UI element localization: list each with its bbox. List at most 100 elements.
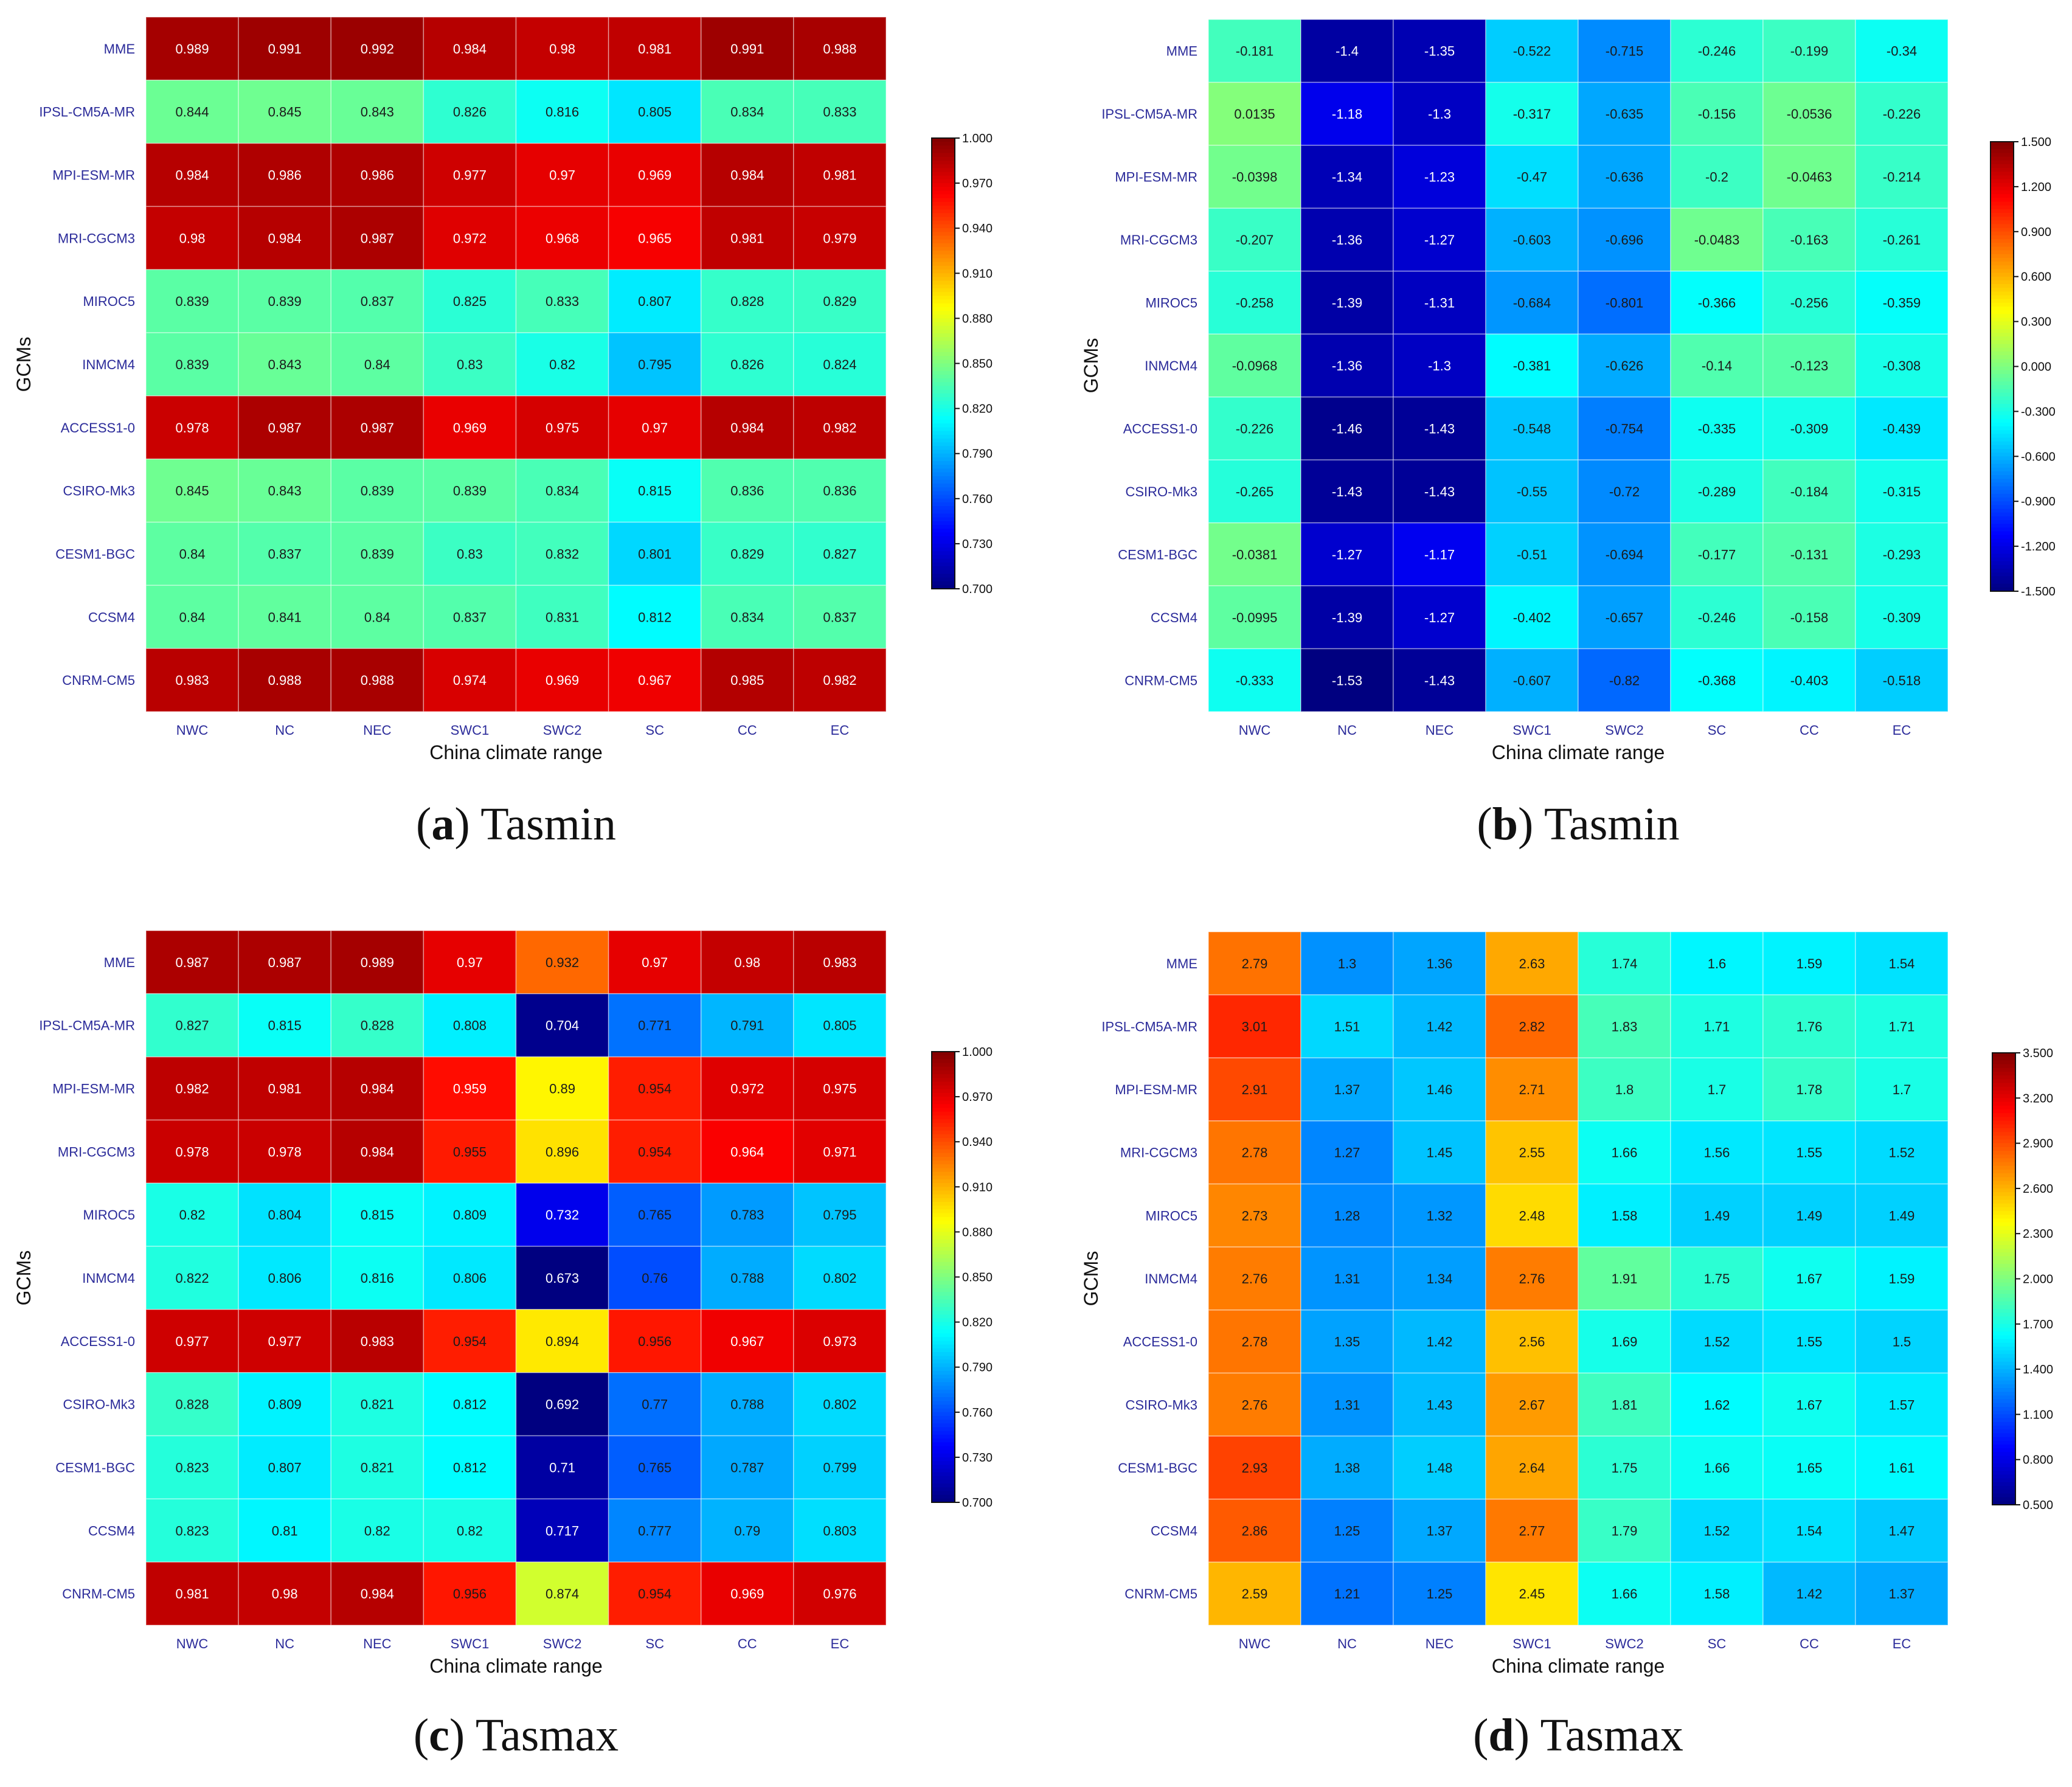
cell-value-label: 1.58	[1612, 1208, 1638, 1223]
heatmap-cell	[1208, 585, 1301, 650]
colorbar-segment	[932, 1476, 955, 1480]
colorbar-segment	[1991, 175, 2014, 180]
cell-value-label: 1.31	[1334, 1397, 1360, 1412]
colorbar-segment	[1992, 1380, 2015, 1385]
heatmap-cell	[1393, 459, 1486, 524]
cell-value-label: -0.0536	[1787, 106, 1832, 122]
caption-open-paren: (	[414, 1710, 429, 1761]
gcm-tick-label: MME	[1166, 956, 1197, 971]
cell-value-label: 0.972	[730, 1081, 764, 1097]
gcm-tick-label: CSIRO-Mk3	[63, 484, 135, 499]
colorbar-segment	[1992, 1181, 2015, 1185]
gcm-tick-label: MRI-CGCM3	[58, 231, 135, 246]
cell-value-label: 1.47	[1889, 1524, 1915, 1539]
cell-value-label: 1.6	[1708, 956, 1727, 971]
colorbar-segment	[1992, 1305, 2015, 1310]
cell-value-label: 0.82	[457, 1523, 483, 1538]
heatmap-cell	[1578, 459, 1671, 524]
heatmap-cell	[1578, 333, 1671, 398]
cell-value-label: 0.839	[176, 294, 209, 309]
cell-value-label: 0.815	[361, 1207, 394, 1223]
cell-value-label: -0.636	[1606, 170, 1643, 185]
colorbar-segment	[1991, 168, 2014, 173]
colorbar-segment	[1991, 156, 2014, 161]
heatmap-cell	[1855, 333, 1949, 398]
gcm-tick-label: INMCM4	[1145, 1271, 1197, 1286]
colorbar-segment	[1991, 355, 2014, 359]
cell-value-label: 0.783	[730, 1207, 764, 1223]
cell-value-label: 0.978	[176, 420, 209, 435]
heatmap-cell	[1300, 396, 1394, 460]
gcm-tick-label: IPSL-CM5A-MR	[39, 1018, 135, 1033]
colorbar-segment	[932, 401, 955, 406]
cell-value-label: 0.844	[176, 105, 209, 120]
heatmap-cell	[1670, 1561, 1764, 1626]
colorbar-segment	[1992, 1309, 2015, 1314]
heatmap-cell	[701, 206, 794, 271]
heatmap-cell	[330, 993, 424, 1058]
cell-value-label: 0.978	[176, 1144, 209, 1159]
colorbar-segment	[932, 536, 955, 541]
heatmap-cell	[701, 395, 794, 460]
cell-value-label: 1.36	[1427, 956, 1453, 971]
colorbar-segment	[1991, 205, 2014, 210]
colorbar-tick-label: 0.700	[962, 1496, 993, 1510]
cell-value-label: 0.771	[638, 1018, 671, 1033]
colorbar-segment	[1992, 1117, 2015, 1122]
heatmap-cell	[1300, 1372, 1394, 1437]
colorbar-segment	[1992, 1154, 2015, 1159]
heatmap-cell	[793, 521, 887, 586]
colorbar-segment	[932, 1318, 955, 1323]
colorbar-segment	[1991, 269, 2014, 274]
cell-value-label: 2.48	[1519, 1208, 1545, 1223]
colorbar-segment	[1992, 1203, 2015, 1208]
colorbar-segment	[1991, 408, 2014, 412]
cell-value-label: 0.984	[176, 168, 209, 183]
colorbar-segment	[1992, 1147, 2015, 1151]
colorbar-segment	[1991, 182, 2014, 187]
colorbar-segment	[932, 142, 955, 147]
heatmap-cell	[515, 1182, 609, 1247]
heatmap-cell	[145, 16, 239, 81]
heatmap-cell	[515, 521, 609, 586]
colorbar-segment	[932, 1175, 955, 1180]
cell-value-label: -0.402	[1513, 610, 1551, 625]
heatmap-cell	[330, 142, 424, 207]
colorbar-segment	[1991, 340, 2014, 345]
colorbar-segment	[932, 551, 955, 556]
colorbar-segment	[1992, 1105, 2015, 1110]
heatmap-cell	[1208, 82, 1301, 146]
cell-value-label: 0.0135	[1234, 106, 1275, 122]
heatmap-cell	[1762, 1435, 1856, 1500]
cell-value-label: -0.518	[1883, 673, 1921, 688]
colorbar-segment	[932, 1273, 955, 1278]
cell-value-label: 0.83	[457, 546, 483, 561]
heatmap-cell	[1393, 1183, 1486, 1247]
heatmap-cell	[1208, 459, 1301, 524]
y-axis-label: GCMs	[1080, 1251, 1102, 1306]
cell-value-label: 0.969	[453, 420, 487, 435]
heatmap-cell	[1300, 931, 1394, 996]
heatmap-cell	[1855, 1183, 1949, 1247]
colorbar-segment	[932, 1453, 955, 1458]
colorbar: 1.500 1.200 0.900 0.600 0.300 0.000 -0.300 -0.6…	[1990, 136, 2056, 599]
cell-value-label: -1.43	[1424, 421, 1455, 436]
heatmap-cell	[608, 521, 702, 586]
cell-value-label: 0.984	[453, 41, 487, 57]
colorbar-segment	[1992, 1448, 2015, 1453]
cell-value-label: -0.635	[1606, 106, 1643, 122]
heatmap-cell	[423, 269, 517, 333]
colorbar-segment	[1991, 243, 2014, 248]
colorbar-segment	[1992, 1226, 2015, 1230]
colorbar-segment	[932, 258, 955, 263]
colorbar-segment	[932, 442, 955, 447]
cell-value-label: 0.986	[268, 168, 302, 183]
heatmap-cell	[1300, 1183, 1394, 1247]
cell-value-label: 0.826	[453, 105, 487, 120]
region-tick-label: SWC1	[1512, 1636, 1551, 1651]
cell-value-label: 2.82	[1519, 1019, 1545, 1034]
colorbar-tick-label: 0.800	[2023, 1454, 2053, 1467]
heatmap-cell	[423, 1056, 517, 1121]
cell-value-label: 0.845	[176, 484, 209, 499]
colorbar-segment	[1992, 1252, 2015, 1257]
